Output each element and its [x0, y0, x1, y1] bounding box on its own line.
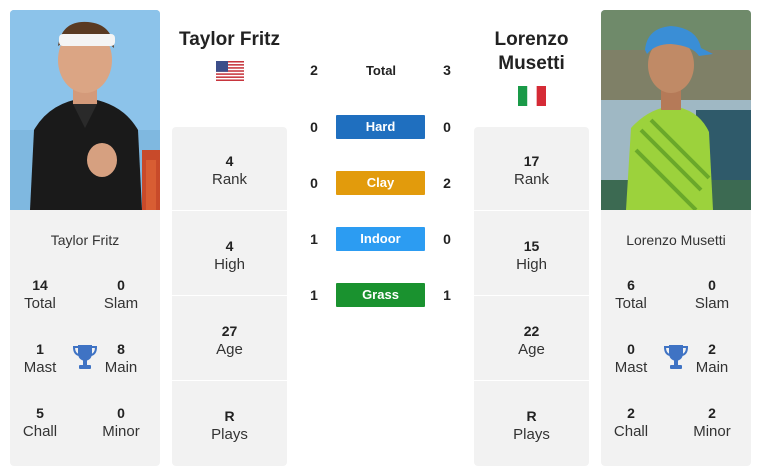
player1-titles-minor: 0 Minor: [91, 404, 151, 441]
h2h-total-label: Total: [365, 63, 397, 78]
h2h-hard-p1: 0: [310, 119, 318, 135]
player2-age: 22 Age: [474, 297, 589, 381]
h2h-clay-p1: 0: [310, 175, 318, 191]
player2-titles-mast: 0 Mast: [601, 340, 661, 377]
mast-label: Mast: [23, 359, 57, 376]
slam-label: Slam: [103, 295, 139, 312]
player2-name-line2: Musetti: [498, 53, 565, 74]
player2-rank: 17 Rank: [474, 127, 589, 211]
plays-label: Plays: [513, 426, 550, 443]
player1-titles-slam: 0 Slam: [91, 276, 151, 313]
player1-high: 4 High: [172, 212, 287, 296]
mast-label: Mast: [614, 359, 648, 376]
player1-plays: R Plays: [172, 382, 287, 466]
player2-minor-value: 2: [708, 405, 716, 421]
rank-label: Rank: [211, 171, 248, 188]
player2-rank-value: 17: [523, 153, 540, 169]
player2-photo: [601, 10, 751, 210]
italy-flag-icon: [518, 86, 546, 106]
h2h-indoor-p1: 1: [310, 231, 318, 247]
player2-titles-chall: 2 Chall: [601, 404, 661, 441]
player2-age-value: 22: [523, 323, 540, 339]
player1-titles-main: 8 Main: [91, 340, 151, 377]
player2-stats: 17 Rank 15 High 22 Age R Plays: [474, 127, 589, 466]
h2h-grass-p2: 1: [443, 287, 451, 303]
player1-mast-value: 1: [36, 341, 44, 357]
player2-main-value: 2: [708, 341, 716, 357]
total-label: Total: [24, 295, 56, 312]
h2h-indoor-p2: 0: [443, 231, 451, 247]
chall-label: Chall: [22, 423, 58, 440]
player1-name[interactable]: Taylor Fritz: [179, 29, 280, 50]
plays-label: Plays: [211, 426, 248, 443]
player2-name[interactable]: Lorenzo Musetti: [474, 28, 589, 76]
player1-main-value: 8: [117, 341, 125, 357]
player1-titles-chall: 5 Chall: [10, 404, 70, 441]
minor-label: Minor: [693, 423, 731, 440]
player1-high-value: 4: [225, 238, 234, 254]
player2-titles-main: 2 Main: [682, 340, 742, 377]
player2-chall-value: 2: [627, 405, 635, 421]
player2-mast-value: 0: [627, 341, 635, 357]
surface-hard-badge[interactable]: Hard: [336, 115, 425, 139]
high-label: High: [516, 256, 547, 273]
player1-card-name[interactable]: Taylor Fritz: [50, 232, 120, 248]
player1-rank: 4 Rank: [172, 127, 287, 211]
age-label: Age: [216, 341, 243, 358]
player1-minor-value: 0: [117, 405, 125, 421]
total-label: Total: [615, 295, 647, 312]
main-label: Main: [104, 359, 138, 376]
player1-age: 27 Age: [172, 297, 287, 381]
player1-rank-value: 4: [225, 153, 234, 169]
player1-chall-value: 5: [36, 405, 44, 421]
trophy-icon: [72, 344, 98, 370]
player2-titles-minor: 2 Minor: [682, 404, 742, 441]
player1-age-value: 27: [221, 323, 238, 339]
h2h-grass-p1: 1: [310, 287, 318, 303]
trophy-icon: [663, 344, 689, 370]
player2-plays-value: R: [526, 408, 537, 424]
surface-clay-badge[interactable]: Clay: [336, 171, 425, 195]
player1-titles-mast: 1 Mast: [10, 340, 70, 377]
player2-name-line1: Lorenzo: [494, 29, 569, 50]
rank-label: Rank: [513, 171, 550, 188]
player1-plays-value: R: [224, 408, 235, 424]
player2-high-value: 15: [523, 238, 540, 254]
main-label: Main: [695, 359, 729, 376]
h2h-total-p2: 3: [443, 62, 451, 78]
age-label: Age: [518, 341, 545, 358]
player2-card: Lorenzo Musetti 6 Total 0 Slam 0 Mast 2 …: [601, 210, 751, 466]
chall-label: Chall: [613, 423, 649, 440]
player1-card: Taylor Fritz 14 Total 0 Slam 1 Mast 8 Ma…: [10, 210, 160, 466]
player2-titles-total: 6 Total: [601, 276, 661, 313]
player1-stats: 4 Rank 4 High 27 Age R Plays: [172, 127, 287, 466]
us-flag-icon: [216, 61, 244, 81]
player1-total-value: 14: [32, 277, 48, 293]
player1-slam-value: 0: [117, 277, 125, 293]
surface-indoor-badge[interactable]: Indoor: [336, 227, 425, 251]
h2h-hard-p2: 0: [443, 119, 451, 135]
surface-grass-badge[interactable]: Grass: [336, 283, 425, 307]
player1-photo: [10, 10, 160, 210]
player2-high: 15 High: [474, 212, 589, 296]
high-label: High: [214, 256, 245, 273]
player2-slam-value: 0: [708, 277, 716, 293]
h2h-total-p1: 2: [310, 62, 318, 78]
slam-label: Slam: [694, 295, 730, 312]
player1-titles-total: 14 Total: [10, 276, 70, 313]
minor-label: Minor: [102, 423, 140, 440]
player2-card-name[interactable]: Lorenzo Musetti: [626, 232, 726, 248]
h2h-clay-p2: 2: [443, 175, 451, 191]
player2-titles-slam: 0 Slam: [682, 276, 742, 313]
player2-plays: R Plays: [474, 382, 589, 466]
player2-total-value: 6: [627, 277, 635, 293]
